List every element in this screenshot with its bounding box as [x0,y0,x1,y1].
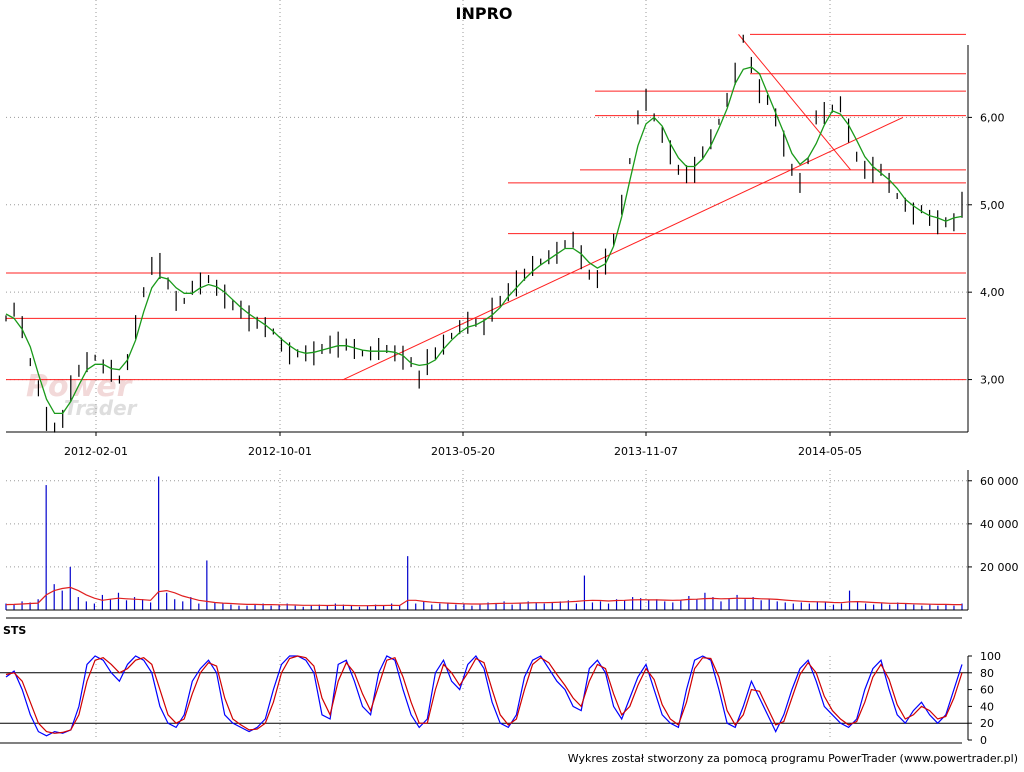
sts-series-line-0 [5,655,963,737]
price-ytick-label-0: 3,00 [980,374,1005,387]
sts-ytick-label-3: 60 [980,684,994,697]
price-average-line [5,66,963,415]
price-ytick-label-3: 6,00 [980,111,1005,124]
sts-ytick-label-5: 100 [980,650,1001,663]
volume-ytick-label-2: 60 000 [980,475,1019,488]
sts-ytick-label-2: 40 [980,700,994,713]
sts-ytick-label-0: 0 [980,734,987,747]
watermark: Power Trader [26,369,138,420]
x-tick-label-1: 2012-10-01 [248,445,312,458]
chart-title: INPRO [456,4,513,23]
watermark-power: Power [26,369,134,404]
x-tick-label-4: 2014-05-05 [798,445,862,458]
volume-ytick-label-0: 20 000 [980,561,1019,574]
sts-ytick-label-1: 20 [980,717,994,730]
volume-ytick-label-1: 40 000 [980,518,1019,531]
sts-series-line-1 [5,655,963,734]
trendline-1 [738,34,851,171]
price-ytick-label-2: 5,00 [980,199,1005,212]
footer-credit: Wykres został stworzony za pomocą progra… [568,752,1018,765]
x-tick-label-0: 2012-02-01 [64,445,128,458]
volume-panel: 20 000 40 000 60 000 [5,470,1019,619]
trendline-0 [343,116,904,381]
watermark-trader: Trader [64,396,138,420]
x-tick-label-2: 2013-05-20 [431,445,495,458]
sts-panel: 0 20 40 60 80 100 [0,650,1001,747]
price-ytick-label-1: 4,00 [980,286,1005,299]
x-tick-label-3: 2013-11-07 [614,445,678,458]
volume-average-line [5,586,962,607]
sts-ytick-label-4: 80 [980,667,994,680]
sts-panel-label: STS [3,624,26,637]
price-panel: 3,00 4,00 5,00 6,00 2012-02-01 2012-10-01 2013… [5,0,1005,458]
